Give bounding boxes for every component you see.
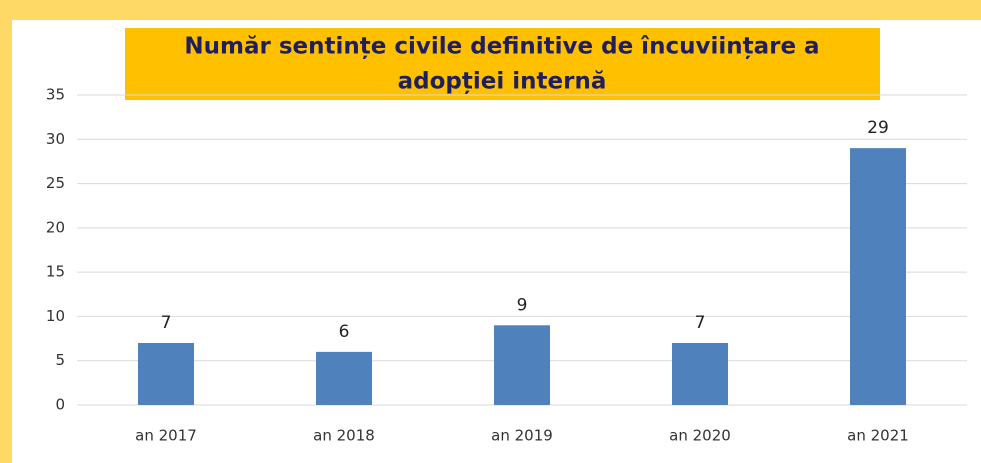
y-tick-label: 20 <box>46 218 65 236</box>
y-tick-label: 30 <box>46 130 65 148</box>
bar <box>494 325 550 405</box>
y-tick-label: 25 <box>46 174 65 192</box>
x-tick-label: an 2019 <box>491 427 553 445</box>
y-tick-label: 5 <box>55 351 65 369</box>
bar <box>138 343 194 405</box>
x-tick-label: an 2017 <box>135 427 197 445</box>
y-tick-label: 15 <box>46 263 65 281</box>
data-label: 7 <box>695 313 706 333</box>
title-box <box>125 28 880 100</box>
y-tick-label: 10 <box>46 307 65 325</box>
x-tick-label: an 2018 <box>313 427 375 445</box>
data-label: 29 <box>867 118 889 138</box>
y-tick-label: 35 <box>46 86 65 104</box>
data-label: 7 <box>161 313 172 333</box>
x-tick-label: an 2021 <box>847 427 909 445</box>
x-tick-label: an 2020 <box>669 427 731 445</box>
data-label: 9 <box>517 295 528 315</box>
y-tick-label: 0 <box>55 396 65 414</box>
chart-title: Număr sentințe civile definitive de încu… <box>184 34 819 60</box>
bar <box>850 148 906 405</box>
bar <box>316 351 372 405</box>
chart-title: adopției internă <box>398 69 607 95</box>
data-label: 6 <box>339 322 350 342</box>
bar <box>672 343 728 405</box>
